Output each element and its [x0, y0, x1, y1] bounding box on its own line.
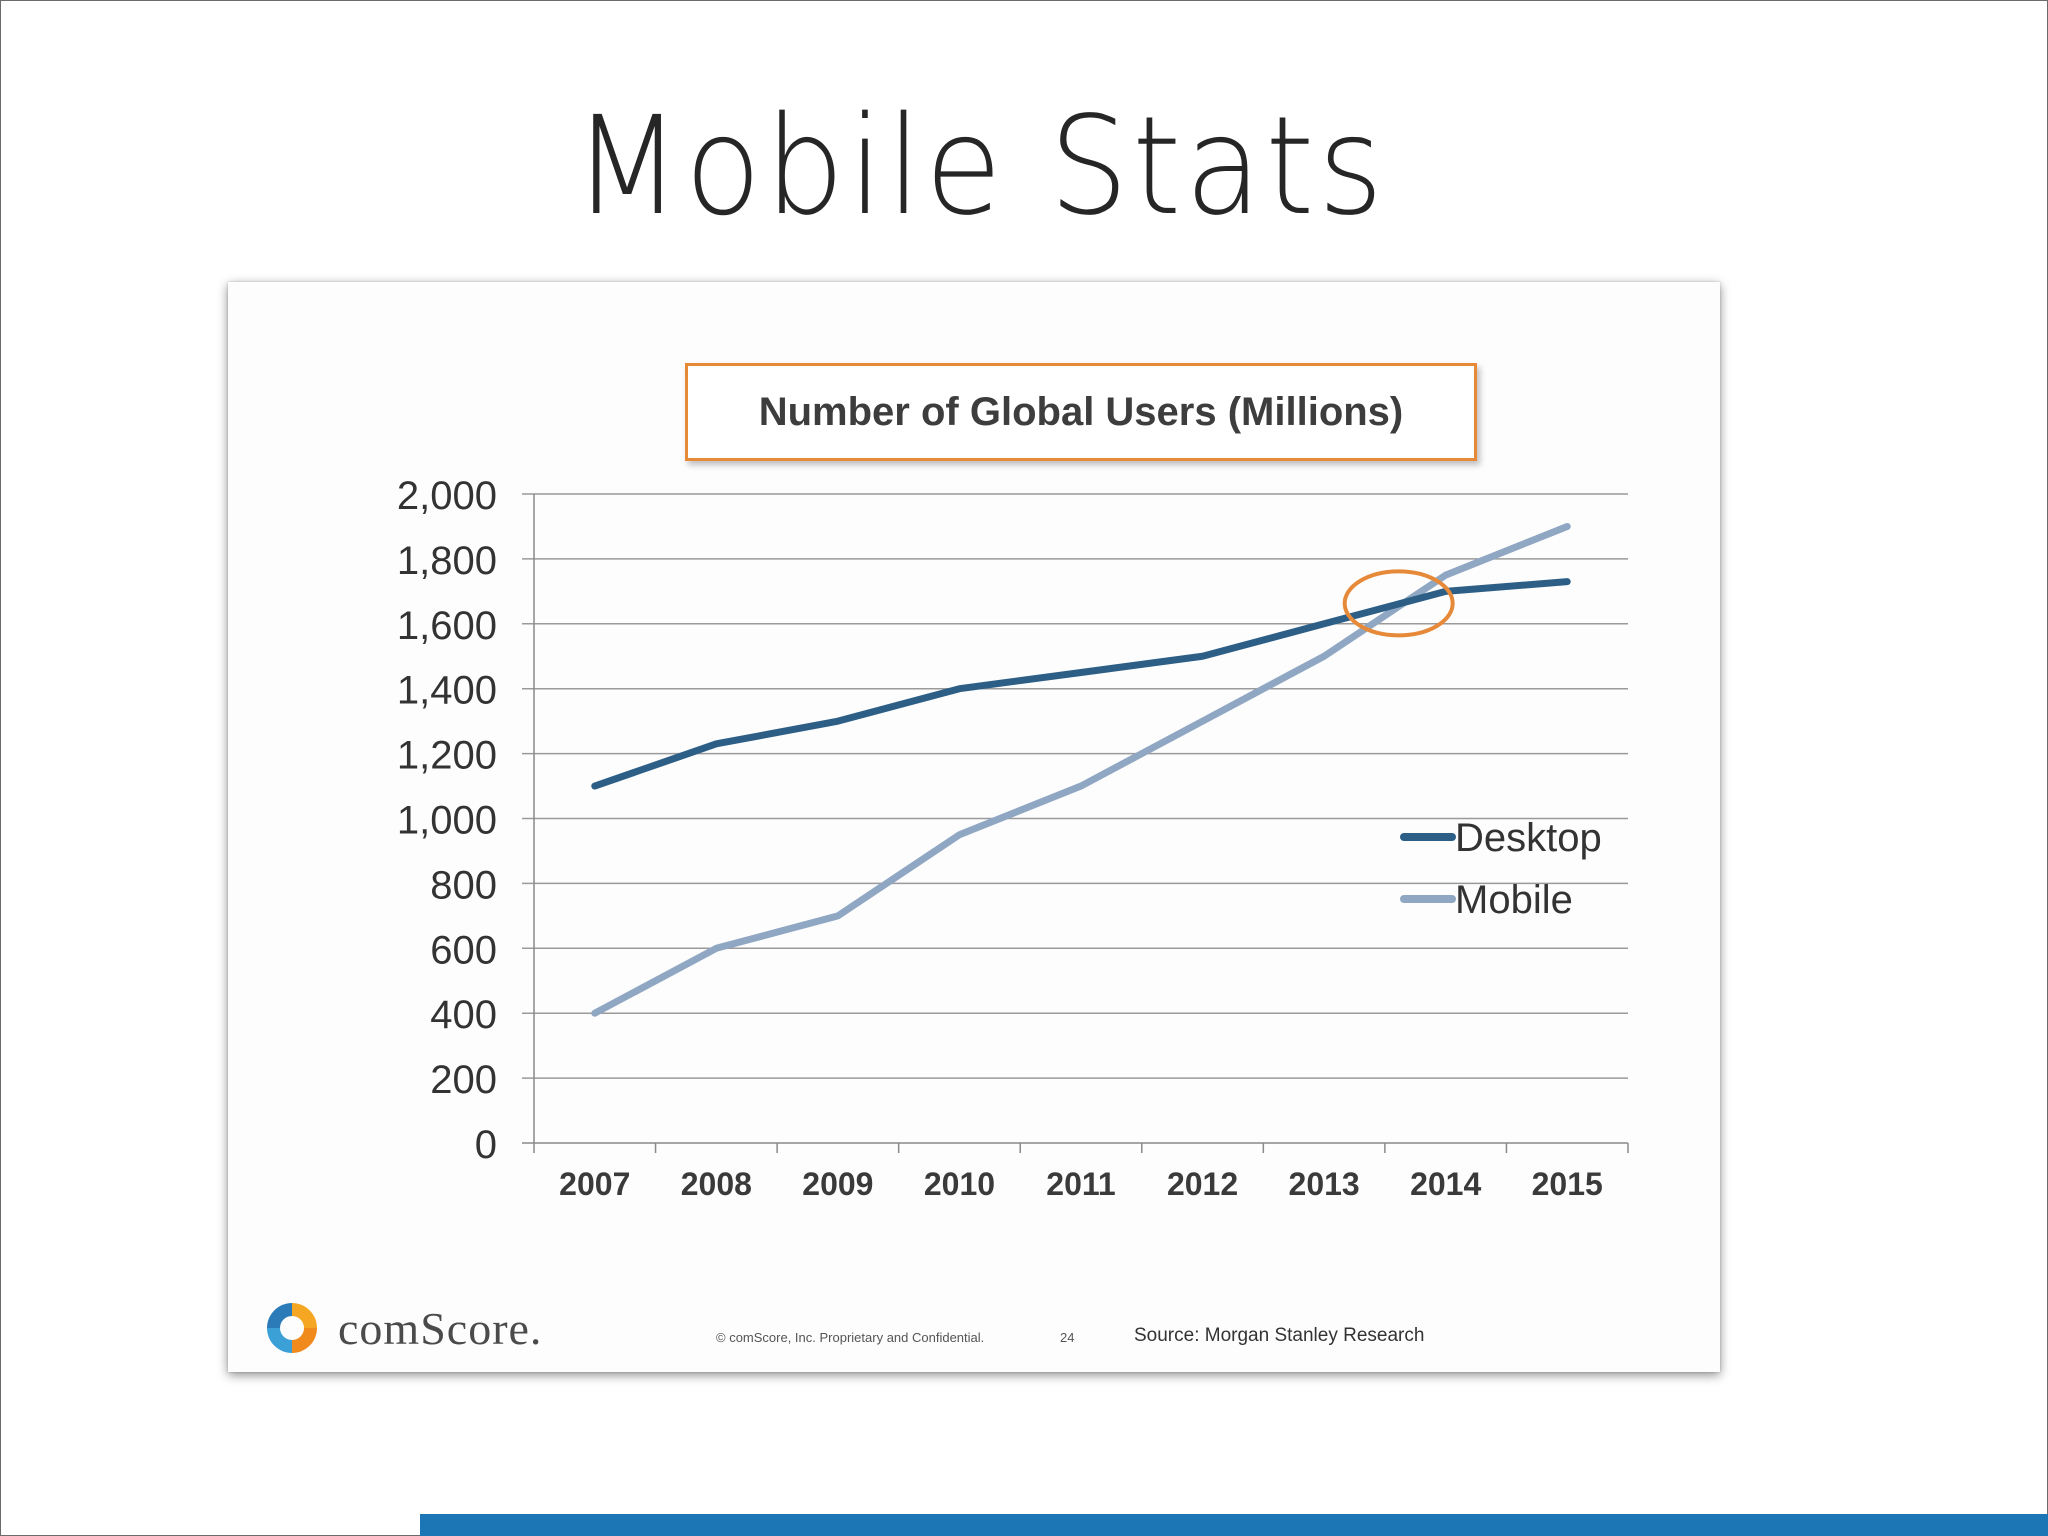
comscore-logo: comScore. [264, 1298, 542, 1358]
data-point-mobile [1080, 785, 1082, 788]
data-point-mobile [1323, 655, 1326, 658]
data-point-mobile [593, 1012, 596, 1015]
data-point-desktop [1201, 655, 1204, 658]
x-tick-labels: 2007 2008 2009 2010 2011 2012 2013 2014 2015 [559, 1166, 1603, 1202]
data-point-mobile [958, 833, 961, 836]
y-tick-label: 1,200 [397, 734, 497, 778]
annotations [1342, 569, 1455, 638]
data-point-mobile [715, 947, 718, 950]
data-point-desktop [1080, 671, 1082, 674]
comscore-logo-text: comScore. [338, 1302, 543, 1354]
footer-source: Source: Morgan Stanley Research [1134, 1325, 1425, 1346]
footer-page-number: 24 [1060, 1330, 1075, 1345]
data-point-desktop [715, 742, 718, 745]
slide-title: Mobile Stats [573, 88, 1387, 246]
legend: Desktop Mobile [1400, 816, 1602, 922]
data-point-desktop [593, 785, 596, 788]
y-tick-label: 0 [475, 1123, 497, 1167]
data-point-mobile [1201, 720, 1204, 723]
data-point-mobile [1444, 574, 1447, 577]
grid-lines [522, 493, 1628, 1079]
y-tick-label: 200 [430, 1058, 497, 1102]
series-lines [591, 522, 1571, 1017]
x-tick-label: 2011 [1046, 1166, 1115, 1202]
legend-label-desktop: Desktop [1455, 816, 1602, 860]
x-tick-label: 2010 [924, 1166, 995, 1202]
x-tick-label: 2009 [802, 1166, 873, 1202]
y-tick-label: 1,600 [397, 604, 497, 648]
x-tick-label: 2012 [1167, 1166, 1238, 1202]
x-tick-label: 2008 [681, 1166, 752, 1202]
y-tick-labels: 0 200 400 600 800 1,000 1,200 1,400 1,600 1,800 2,… [397, 474, 497, 1167]
data-point-desktop [958, 687, 961, 690]
y-tick-label: 2,000 [397, 474, 497, 518]
data-point-mobile [1566, 525, 1569, 528]
footer-copyright: © comScore, Inc. Proprietary and Confide… [716, 1330, 985, 1345]
data-point-mobile [836, 914, 839, 917]
y-tick-label: 1,800 [397, 539, 497, 583]
comscore-logo-icon [267, 1303, 317, 1353]
data-point-desktop [1566, 580, 1569, 583]
y-tick-label: 1,000 [397, 799, 497, 843]
legend-label-mobile: Mobile [1455, 878, 1573, 922]
x-tick-label: 2014 [1410, 1166, 1481, 1202]
x-tick-label: 2013 [1289, 1166, 1360, 1202]
accent-bar [420, 1514, 2048, 1536]
x-tick-label: 2015 [1532, 1166, 1603, 1202]
axes [522, 494, 1629, 1153]
chart-title: Number of Global Users (Millions) [685, 363, 1477, 461]
annotation-circle [1342, 569, 1455, 638]
y-tick-label: 400 [430, 993, 497, 1037]
data-point-desktop [836, 720, 839, 723]
data-point-desktop [1323, 622, 1326, 625]
y-tick-label: 600 [430, 928, 497, 972]
x-tick-label: 2007 [559, 1166, 630, 1202]
y-tick-label: 1,400 [397, 669, 497, 713]
series-line-desktop [591, 578, 1571, 790]
y-tick-label: 800 [430, 863, 497, 907]
